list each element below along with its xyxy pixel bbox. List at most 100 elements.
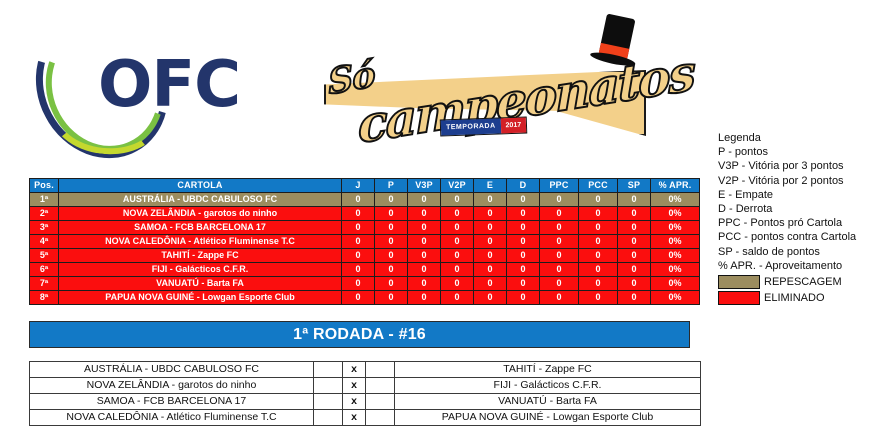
cell-p: 0: [374, 234, 408, 249]
cell-v3p: 0: [407, 290, 441, 305]
match-home-team: SAMOA - FCB BARCELONA 17: [29, 393, 314, 410]
cell-pos: 2ª: [29, 206, 59, 221]
header-cartola[interactable]: CARTOLA: [58, 178, 342, 193]
ofc-logo: OFC: [11, 0, 288, 182]
cell-ppc: 0: [539, 234, 579, 249]
ofc-wordmark: OFC: [98, 48, 241, 122]
swatch-color-repescagem: [718, 274, 760, 289]
cell-v3p: 0: [407, 206, 441, 221]
cell-p: 0: [374, 262, 408, 277]
match-away-score[interactable]: [365, 377, 395, 394]
cell-ppc: 0: [539, 248, 579, 263]
cell-sp: 0: [617, 276, 651, 291]
match-home-team: NOVA CALEDÔNIA - Atlético Fluminense T.C: [29, 409, 314, 426]
header-banner-area: OFC Só campeonatos TEMPORADA 2017: [0, 0, 869, 182]
cell-pos: 8ª: [29, 290, 59, 305]
header-v2p[interactable]: V2P: [440, 178, 474, 193]
cell-sp: 0: [617, 192, 651, 207]
cell-v3p: 0: [407, 262, 441, 277]
cell-sp: 0: [617, 290, 651, 305]
cell-e: 0: [473, 290, 507, 305]
logo-text-campeonatos: campeonatos: [357, 42, 696, 156]
cell-ppc: 0: [539, 262, 579, 277]
match-home-team: NOVA ZELÂNDIA - garotos do ninho: [29, 377, 314, 394]
match-home-score[interactable]: [313, 393, 343, 410]
cell-p: 0: [374, 248, 408, 263]
cell-v2p: 0: [440, 220, 474, 235]
cell-apr: 0%: [650, 192, 700, 207]
match-vs-separator: x: [342, 393, 366, 410]
cell-apr: 0%: [650, 262, 700, 277]
cell-p: 0: [374, 192, 408, 207]
match-away-score[interactable]: [365, 361, 395, 378]
header-j[interactable]: J: [341, 178, 375, 193]
cell-e: 0: [473, 234, 507, 249]
cell-p: 0: [374, 206, 408, 221]
cell-d: 0: [506, 248, 540, 263]
match-vs-separator: x: [342, 377, 366, 394]
table-row[interactable]: 6ª FIJI - Galácticos C.F.R. 0 0 0 0 0 0 …: [29, 262, 700, 277]
match-home-score[interactable]: [313, 377, 343, 394]
cell-ppc: 0: [539, 192, 579, 207]
legend-entry-pcc: PCC - pontos contra Cartola: [718, 231, 857, 244]
header-v3p[interactable]: V3P: [407, 178, 441, 193]
cell-apr: 0%: [650, 206, 700, 221]
cell-pos: 1ª: [29, 192, 59, 207]
cell-pcc: 0: [578, 276, 618, 291]
cell-pos: 5ª: [29, 248, 59, 263]
match-vs-separator: x: [342, 409, 366, 426]
table-row[interactable]: 1ª AUSTRÁLIA - UBDC CABULOSO FC 0 0 0 0 …: [29, 192, 700, 207]
header-pcc[interactable]: PCC: [578, 178, 618, 193]
cell-sp: 0: [617, 262, 651, 277]
cell-j: 0: [341, 234, 375, 249]
table-row[interactable]: 3ª SAMOA - FCB BARCELONA 17 0 0 0 0 0 0 …: [29, 220, 700, 235]
match-vs-separator: x: [342, 361, 366, 378]
cell-e: 0: [473, 262, 507, 277]
match-away-score[interactable]: [365, 393, 395, 410]
cell-ppc: 0: [539, 290, 579, 305]
cell-j: 0: [341, 276, 375, 291]
cell-pcc: 0: [578, 234, 618, 249]
cell-v3p: 0: [407, 248, 441, 263]
table-row[interactable]: 8ª PAPUA NOVA GUINÉ - Lowgan Esporte Clu…: [29, 290, 700, 305]
cell-j: 0: [341, 262, 375, 277]
match-row[interactable]: AUSTRÁLIA - UBDC CABULOSO FC x TAHITÍ - …: [29, 361, 701, 378]
cell-cartola: PAPUA NOVA GUINÉ - Lowgan Esporte Club: [58, 290, 342, 305]
match-away-score[interactable]: [365, 409, 395, 426]
legend-entry-v3p: V3P - Vitória por 3 pontos: [718, 160, 844, 173]
match-home-score[interactable]: [313, 361, 343, 378]
cell-p: 0: [374, 276, 408, 291]
header-ppc[interactable]: PPC: [539, 178, 579, 193]
legend-entry-d: D - Derrota: [718, 203, 773, 216]
cell-ppc: 0: [539, 220, 579, 235]
header-apr[interactable]: % APR.: [650, 178, 700, 193]
standings-header-row: Pos. CARTOLA J P V3P V2P E D PPC PCC SP …: [29, 178, 700, 193]
header-e[interactable]: E: [473, 178, 507, 193]
cell-sp: 0: [617, 248, 651, 263]
cell-pcc: 0: [578, 192, 618, 207]
header-p[interactable]: P: [374, 178, 408, 193]
cell-d: 0: [506, 262, 540, 277]
cell-pcc: 0: [578, 220, 618, 235]
table-row[interactable]: 5ª TAHITÍ - Zappe FC 0 0 0 0 0 0 0 0 0 0…: [29, 248, 700, 263]
match-row[interactable]: NOVA ZELÂNDIA - garotos do ninho x FIJI …: [29, 377, 701, 394]
cell-j: 0: [341, 206, 375, 221]
so-campeonatos-logo: Só campeonatos TEMPORADA 2017: [318, 13, 695, 164]
cell-cartola: FIJI - Galácticos C.F.R.: [58, 262, 342, 277]
table-row[interactable]: 7ª VANUATÚ - Barta FA 0 0 0 0 0 0 0 0 0 …: [29, 276, 700, 291]
cell-cartola: AUSTRÁLIA - UBDC CABULOSO FC: [58, 192, 342, 207]
season-badge: TEMPORADA 2017: [439, 116, 528, 137]
cell-pcc: 0: [578, 206, 618, 221]
match-row[interactable]: NOVA CALEDÔNIA - Atlético Fluminense T.C…: [29, 409, 701, 426]
cell-d: 0: [506, 206, 540, 221]
match-row[interactable]: SAMOA - FCB BARCELONA 17 x VANUATÚ - Bar…: [29, 393, 701, 410]
table-row[interactable]: 2ª NOVA ZELÂNDIA - garotos do ninho 0 0 …: [29, 206, 700, 221]
cell-pos: 7ª: [29, 276, 59, 291]
header-pos[interactable]: Pos.: [29, 178, 59, 193]
cell-apr: 0%: [650, 234, 700, 249]
header-sp[interactable]: SP: [617, 178, 651, 193]
season-badge-year: 2017: [500, 117, 527, 134]
table-row[interactable]: 4ª NOVA CALEDÔNIA - Atlético Fluminense …: [29, 234, 700, 249]
header-d[interactable]: D: [506, 178, 540, 193]
match-home-score[interactable]: [313, 409, 343, 426]
